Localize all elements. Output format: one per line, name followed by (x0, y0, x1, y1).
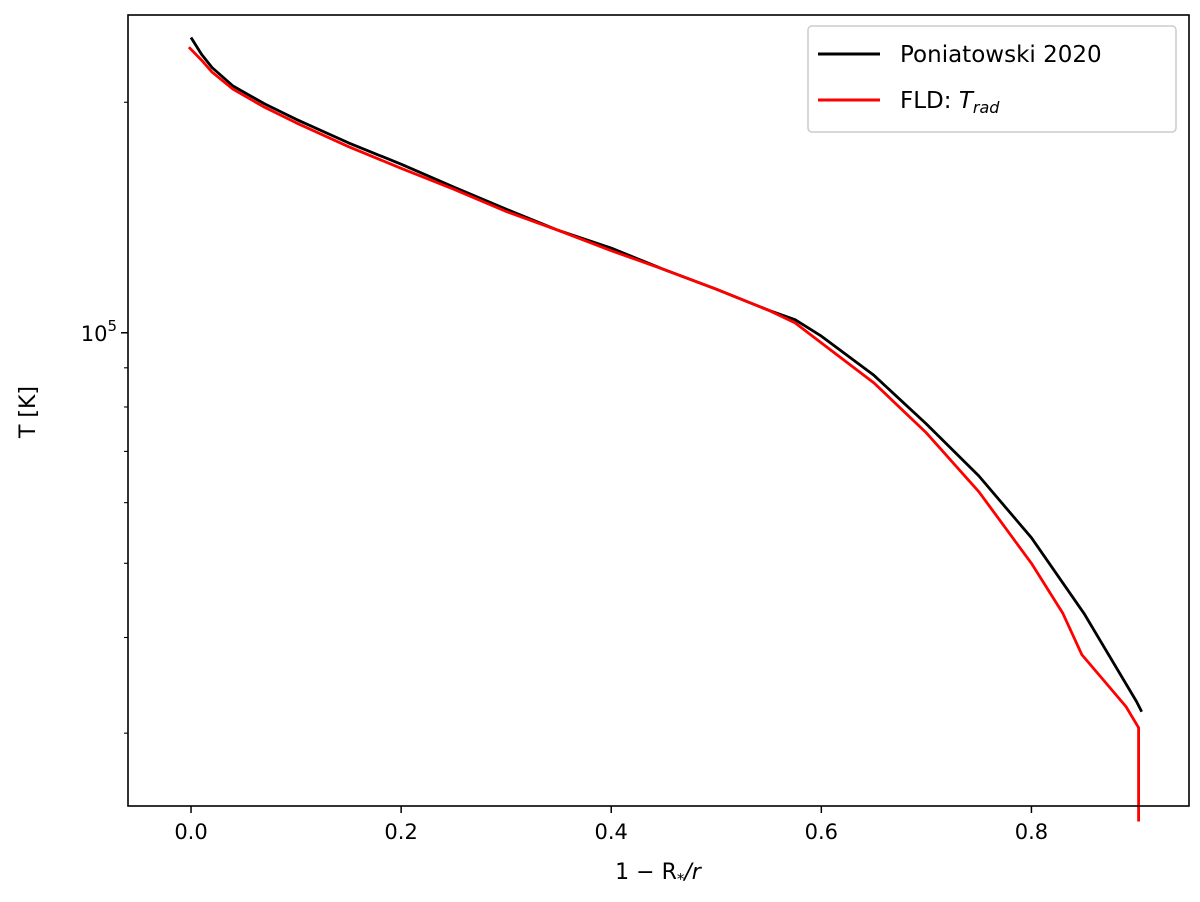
series-line-1 (187, 46, 1140, 822)
x-tick-label: 0.4 (595, 820, 628, 844)
x-axis-label: 1 − R*/r (615, 860, 703, 888)
ticks-layer: 0.0 0.2 0.4 0.6 0.8 105 (81, 101, 1048, 844)
y-axis-label: T [K] (16, 386, 41, 439)
legend-frame (807, 25, 1177, 133)
x-tick-label: 0.8 (1015, 820, 1048, 844)
legend: Poniatowski 2020 FLD: Trad (807, 25, 1177, 133)
legend-label-fld: FLD: Trad (900, 88, 1000, 117)
legend-label-poniatowski: Poniatowski 2020 (900, 42, 1102, 68)
x-tick-label: 0.0 (174, 820, 207, 844)
plot-area (128, 15, 1189, 806)
plot-frame (127, 14, 1190, 807)
y-tick-label: 105 (81, 317, 117, 346)
series-layer (187, 36, 1143, 822)
x-tick-label: 0.2 (384, 820, 417, 844)
x-tick-label: 0.6 (805, 820, 838, 844)
